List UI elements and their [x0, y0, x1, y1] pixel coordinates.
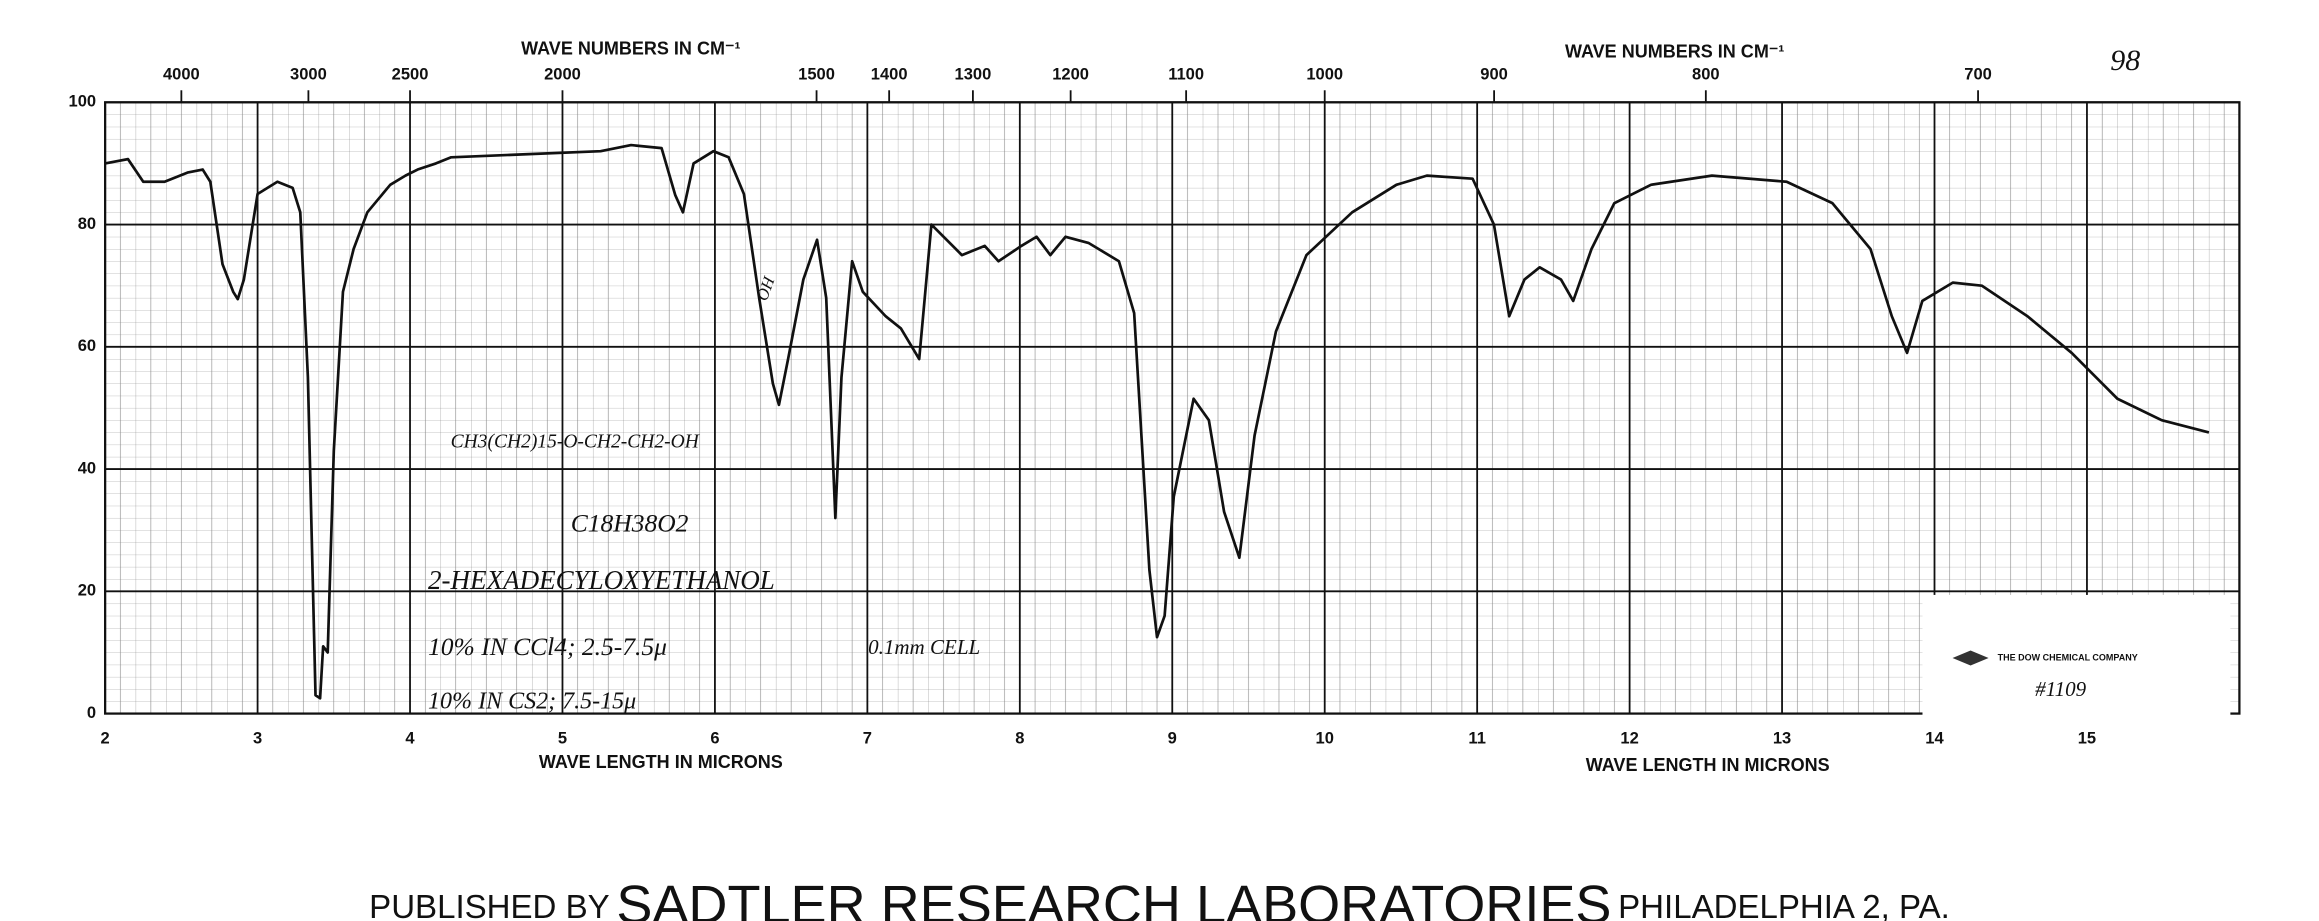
x2-tick-label: 2500: [392, 65, 429, 84]
x-tick-label: 4: [405, 728, 415, 747]
top-axis-title: WAVE NUMBERS IN CM⁻¹: [1565, 41, 1784, 61]
y-tick-label: 80: [78, 214, 96, 233]
x-tick-label: 3: [253, 728, 262, 747]
page-number: 98: [2110, 44, 2140, 77]
annotation: 0.1mm CELL: [868, 635, 980, 659]
footer-name: SADTLER RESEARCH LABORATORIES: [616, 875, 1611, 921]
y-tick-label: 100: [69, 92, 97, 111]
top-axis-title: WAVE NUMBERS IN CM⁻¹: [521, 38, 740, 58]
x-tick-label: 2: [101, 728, 110, 747]
x-tick-label: 15: [2078, 728, 2096, 747]
y-tick-label: 20: [78, 581, 96, 600]
bottom-axis-title: WAVE LENGTH IN MICRONS: [1586, 755, 1830, 775]
x2-tick-label: 2000: [544, 65, 581, 84]
bottom-axis-title: WAVE LENGTH IN MICRONS: [539, 752, 783, 772]
stamp-number: #1109: [2035, 677, 2086, 701]
footer: PUBLISHED BY SADTLER RESEARCH LABORATORI…: [369, 875, 1950, 921]
x2-tick-label: 1300: [955, 65, 992, 84]
footer-place: PHILADELPHIA 2, PA.: [1618, 889, 1950, 921]
stamp: THE DOW CHEMICAL COMPANY #1109: [1922, 594, 2231, 728]
x2-tick-label: 1500: [798, 65, 835, 84]
x-tick-label: 13: [1773, 728, 1791, 747]
x2-tick-label: 800: [1692, 65, 1720, 84]
x-tick-label: 8: [1015, 728, 1024, 747]
annotation: C18H38O2: [571, 509, 689, 538]
annotation: CH3(CH2)15-O-CH2-CH2-OH: [451, 432, 700, 453]
x-tick-label: 10: [1316, 728, 1334, 747]
spectrum-line: [104, 143, 2210, 700]
x-tick-label: 6: [710, 728, 719, 747]
y-tick-label: 0: [87, 703, 96, 722]
y-tick-label: 40: [78, 458, 96, 477]
annotation: 10% IN CCl4; 2.5-7.5μ: [428, 632, 667, 661]
x-tick-label: 11: [1468, 728, 1485, 747]
x-tick-label: 9: [1168, 728, 1177, 747]
x2-tick-label: 700: [1964, 65, 1992, 84]
x2-tick-label: 900: [1480, 65, 1508, 84]
stamp-company: THE DOW CHEMICAL COMPANY: [1998, 652, 2138, 662]
footer-lead: PUBLISHED BY: [369, 889, 609, 921]
x2-tick-label: 1200: [1052, 65, 1089, 84]
x2-tick-label: 4000: [163, 65, 200, 84]
annotation: 10% IN CS2; 7.5-15μ: [428, 689, 636, 715]
x2-tick-label: 1400: [871, 65, 908, 84]
x-tick-label: 14: [1925, 728, 1944, 747]
x2-tick-label: 1100: [1168, 65, 1204, 84]
x2-tick-label: 3000: [290, 65, 327, 84]
x2-tick-label: 1000: [1306, 65, 1343, 84]
x-tick-label: 12: [1620, 728, 1638, 747]
x-tick-label: 5: [558, 728, 567, 747]
annotation: 2-HEXADECYLOXYETHANOL: [428, 565, 775, 595]
y-tick-label: 60: [78, 336, 96, 355]
x-tick-label: 7: [863, 728, 872, 747]
